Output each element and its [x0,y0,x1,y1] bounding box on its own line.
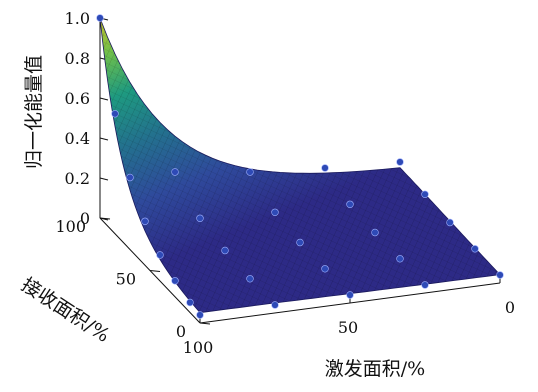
z-tick [99,97,109,101]
data-point [321,265,329,273]
z-axis-label: 归一化能量值 [23,55,45,169]
data-point [96,14,104,22]
data-point [396,158,404,166]
data-point [186,298,194,307]
excitation-tick-label: 50 [338,318,358,337]
reception-tick-label: 100 [55,217,86,236]
data-point [321,164,329,172]
energy-surface-mesh [100,18,500,313]
z-tick-label: 1.0 [65,9,90,28]
z-tick [99,137,109,141]
data-point [271,208,279,217]
reception-tick [99,217,111,220]
data-point [346,291,354,299]
z-tick-label: 0 [80,209,90,228]
z-tick-label: 0.8 [65,49,90,68]
data-point [111,110,119,118]
data-point [141,217,149,226]
z-tick-label: 0.4 [65,129,90,148]
data-point [246,168,254,176]
data-point [296,238,304,247]
data-point [271,301,279,309]
data-point [421,281,429,289]
excitation-axis-label: 激发面积/% [325,358,425,380]
surface-layer [99,17,501,314]
points-layer [96,14,504,319]
data-point [471,245,479,253]
data-point [371,228,379,237]
data-point [171,277,179,285]
data-point [126,173,134,182]
excitation-tick-label: 0 [505,298,515,317]
z-tick-label: 0.2 [65,169,90,188]
reception-tick-label: 50 [116,270,136,289]
data-point [171,168,179,176]
z-tick [99,177,109,181]
z-tick-label: 0.6 [65,89,90,108]
reception-tick-label: 0 [176,322,186,341]
data-point [396,255,404,263]
reception-tick [149,270,161,272]
excitation-tick-label: 100 [183,338,214,357]
data-point [196,214,204,223]
data-point [346,200,354,209]
data-point [446,218,454,227]
data-point [496,271,504,279]
data-point [246,275,254,283]
data-point [421,190,429,199]
data-point [156,251,164,259]
data-point [196,311,204,319]
data-point [221,246,229,255]
reception-tick [199,322,211,325]
reception-axis-label: 接收面积/% [17,274,113,347]
